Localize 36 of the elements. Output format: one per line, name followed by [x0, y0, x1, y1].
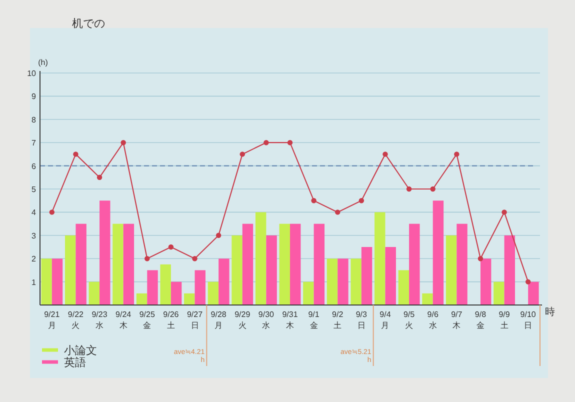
- ylabel: (h): [38, 58, 48, 67]
- x-tick-label: 9/25 金: [139, 310, 155, 330]
- x-tick-label: 9/6 水: [427, 310, 438, 330]
- x-tick-label: 9/24 木: [116, 310, 132, 330]
- x-tick-label: 9/26 土: [163, 310, 179, 330]
- title: 机での: [72, 18, 105, 30]
- y-tick-label: 9: [32, 92, 36, 102]
- x-tick-label: 9/27 日: [186, 310, 203, 330]
- x-tick-label: 9/4 月: [380, 310, 391, 330]
- y-tick-label: 7: [32, 138, 36, 148]
- xlabel: 時: [545, 307, 555, 318]
- x-tick-label: 9/5 火: [403, 310, 415, 330]
- y-tick-label: 10: [27, 69, 36, 78]
- x-tick-label: 9/3 日: [356, 310, 367, 330]
- legend-label: 小論文: [64, 345, 97, 357]
- x-tick-label: 9/10 日: [520, 310, 536, 330]
- x-tick-label: 9/1 金: [308, 310, 320, 330]
- x-tick-label: 9/21 月: [44, 310, 60, 330]
- y-tick-label: 4: [32, 208, 36, 218]
- x-tick-label: 9/23 水: [92, 310, 108, 330]
- x-tick-label: 9/8 金: [474, 310, 486, 330]
- x-tick-label: 9/29 火: [234, 310, 250, 330]
- x-tick-label: 9/31 木: [282, 310, 298, 330]
- y-tick-label: 3: [32, 231, 36, 240]
- x-tick-label: 9/9 土: [498, 310, 510, 330]
- y-tick-label: 6: [32, 162, 36, 171]
- x-tick-label: 9/22 火: [68, 310, 84, 330]
- x-tick-label: 9/28 月: [210, 310, 226, 330]
- x-tick-label: 9/7 木: [451, 310, 462, 330]
- y-tick-label: 5: [32, 185, 36, 194]
- x-tick-label: 9/30 水: [258, 310, 274, 330]
- legend-label: 英語: [64, 357, 86, 369]
- y-tick-label: 8: [32, 115, 36, 124]
- y-tick-label: 1: [32, 278, 36, 287]
- y-tick-label: 2: [32, 254, 36, 264]
- x-tick-label: 9/2 土: [332, 310, 344, 330]
